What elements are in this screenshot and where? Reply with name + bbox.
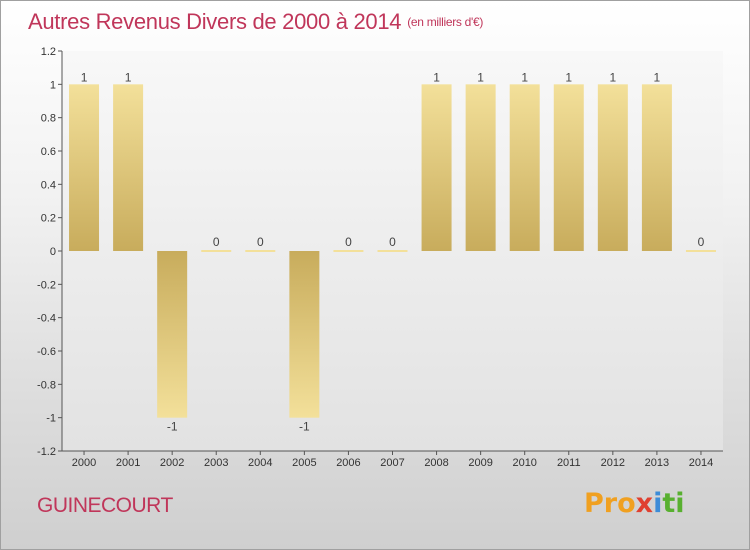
x-tick-label: 2007 [380, 457, 404, 469]
x-tick-label: 2009 [468, 457, 492, 469]
x-tick-label: 2003 [204, 457, 228, 469]
data-label: 1 [654, 70, 661, 84]
bar [201, 250, 232, 252]
x-tick-label: 2011 [557, 457, 581, 469]
x-tick-label: 2001 [116, 457, 140, 469]
data-label: 0 [213, 235, 220, 249]
data-label: 1 [521, 70, 528, 84]
data-label: 1 [477, 70, 484, 84]
logo-part-4: ti [662, 488, 685, 519]
y-tick-label: -0.8 [37, 379, 56, 391]
y-tick-label: 0.4 [41, 179, 56, 191]
y-tick-label: -0.2 [37, 279, 56, 291]
bar [597, 84, 628, 251]
data-label: 1 [81, 70, 88, 84]
x-tick-label: 2000 [72, 457, 96, 469]
chart-unit: (en milliers d'€) [407, 15, 484, 29]
y-tick-label: 1.2 [41, 46, 56, 58]
x-tick-label: 2005 [292, 457, 316, 469]
data-label: 0 [257, 235, 264, 249]
data-label: -1 [299, 420, 310, 434]
bar [333, 250, 364, 252]
data-label: 1 [565, 70, 572, 84]
data-label: 0 [698, 235, 705, 249]
bar [69, 84, 100, 251]
x-tick-label: 2006 [336, 457, 360, 469]
x-tick-label: 2004 [248, 457, 272, 469]
bar [113, 84, 144, 251]
bar [509, 84, 540, 251]
chart-title: Autres Revenus Divers de 2000 à 2014 (en … [28, 9, 483, 35]
bar [421, 84, 452, 251]
bar [245, 250, 276, 252]
logo-part-3: i [653, 488, 663, 519]
x-tick-label: 2002 [160, 457, 184, 469]
y-tick-label: -1 [46, 413, 56, 425]
y-tick-label: -0.6 [37, 346, 56, 358]
data-label: 1 [609, 70, 616, 84]
x-tick-label: 2010 [512, 457, 536, 469]
bar [377, 250, 408, 252]
logo-part-2: x [635, 488, 654, 519]
y-tick-label: -1.2 [37, 446, 56, 458]
bar [465, 84, 496, 251]
y-tick-label: 0 [50, 246, 56, 258]
y-tick-label: 0.6 [41, 146, 56, 158]
data-label: 0 [345, 235, 352, 249]
bar [685, 250, 716, 252]
logo-part-1: Pro [584, 488, 636, 519]
y-tick-label: 0.8 [41, 113, 56, 125]
data-label: 0 [389, 235, 396, 249]
data-label: -1 [167, 420, 178, 434]
y-tick-label: 0.2 [41, 213, 56, 225]
bar [553, 84, 584, 251]
y-tick-label: 1 [50, 79, 56, 91]
x-tick-label: 2008 [424, 457, 448, 469]
x-tick-label: 2014 [689, 457, 713, 469]
x-tick-label: 2012 [601, 457, 625, 469]
data-label: 1 [125, 70, 132, 84]
y-tick-label: -0.4 [37, 313, 56, 325]
x-tick-label: 2013 [645, 457, 669, 469]
chart-title-text: Autres Revenus Divers de 2000 à 2014 [28, 9, 402, 34]
bar [289, 251, 320, 418]
bar [641, 84, 672, 251]
commune-name: GUINECOURT [37, 494, 173, 517]
bar [157, 251, 188, 418]
proxiti-logo: Proxiti [584, 488, 685, 519]
data-label: 1 [433, 70, 440, 84]
